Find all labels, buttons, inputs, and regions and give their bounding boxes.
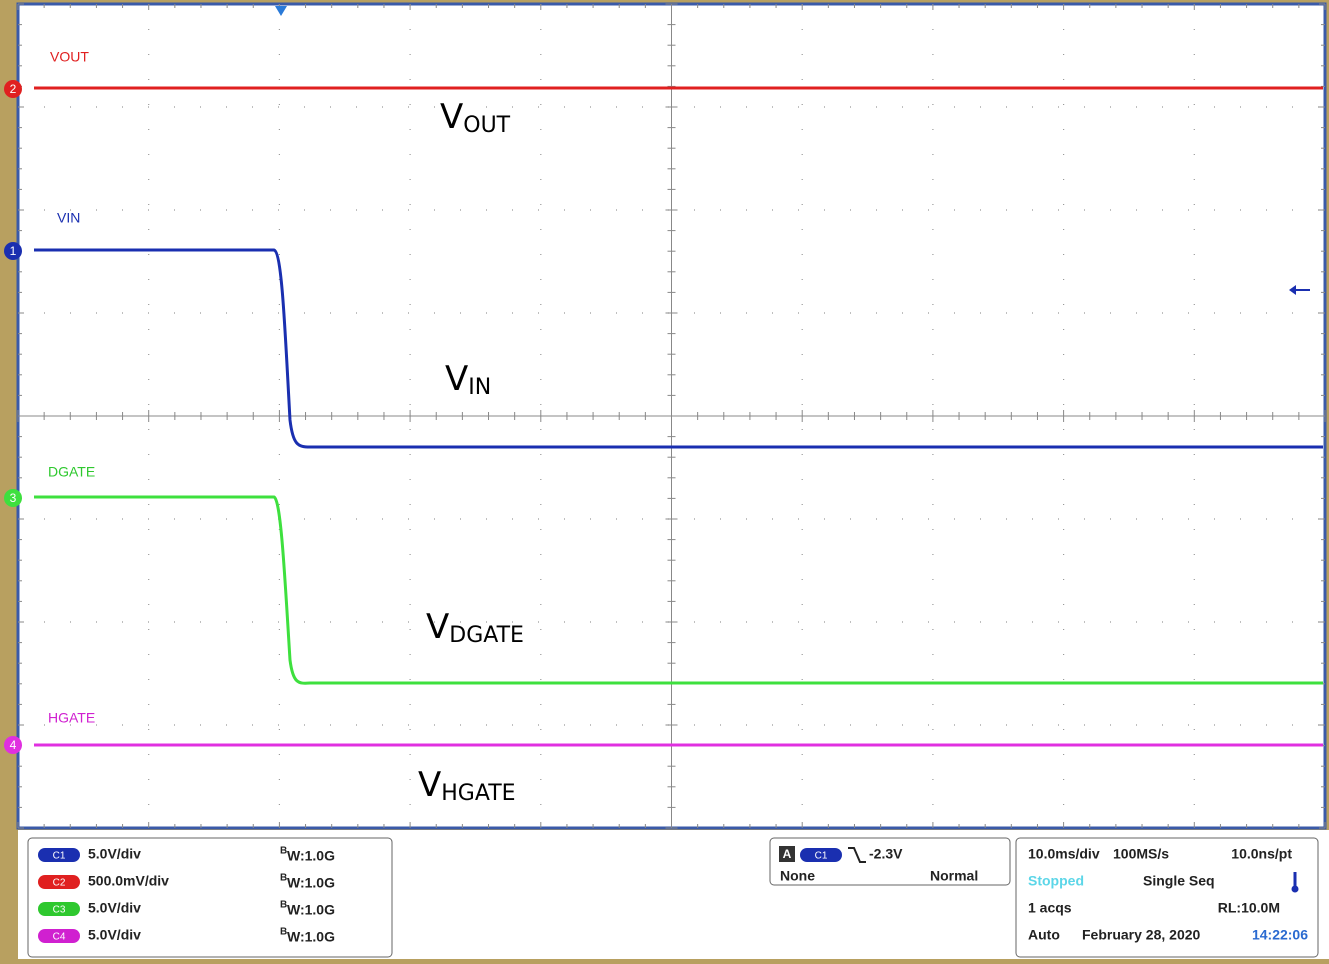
source-badge [800,848,842,862]
annotation-sub: DGATE [449,623,524,648]
trace-dgate [34,495,1323,685]
marker [4,489,22,507]
channel-scale: 5.0V/div [88,927,141,943]
channel-badge-text: C3 [53,905,66,916]
bandwidth-prefix: B [280,927,287,938]
trigger-level: -2.3V [869,846,903,862]
marker [4,242,22,260]
channel-box [27,837,393,958]
trigger-coupling: None [780,868,815,884]
marker [4,80,22,98]
time: 14:22:06 [1252,927,1308,943]
bandwidth-prefix: B [280,846,287,857]
grid [17,3,1326,829]
timebase-box [1015,837,1319,958]
bandwidth-prefix: B [280,873,287,884]
annotation: VDGATE [426,607,524,649]
trigger-type: Normal [930,868,978,884]
channel-badge [38,902,80,916]
channel-scale: 5.0V/div [88,846,141,862]
marker-label: 2 [10,82,17,96]
annotation-sub: OUT [463,113,510,138]
marker-label: 1 [10,244,17,258]
channel-badge [38,875,80,889]
trace-label: HGATE [48,710,95,726]
bandwidth: W:1.0G [287,875,335,891]
annotation-sub: IN [468,375,491,400]
sample-rate: 100MS/s [1113,846,1169,862]
channel-badge [38,848,80,862]
annotation: VHGATE [418,765,516,807]
acq-state: Stopped [1028,873,1084,889]
annotation-main: V [445,359,468,399]
channel-markers: 2 1 3 4 [4,80,22,754]
bandwidth: W:1.0G [287,902,335,918]
annotation-sub: HGATE [441,781,515,806]
record-length: RL:10.0M [1218,900,1280,916]
run-mode: Auto [1028,927,1060,943]
date: February 28, 2020 [1082,927,1201,943]
annotation-main: V [418,765,441,805]
annotation-main: V [426,607,449,647]
channel-badge-text: C1 [53,851,66,862]
annotation: VIN [445,359,491,401]
annotation: VOUT [440,97,511,139]
trace-vin [34,248,1323,449]
trace-label: DGATE [48,464,95,480]
source-badge-text: C1 [815,851,828,862]
annotation-main: V [440,97,463,137]
bandwidth: W:1.0G [287,929,335,945]
resolution: 10.0ns/pt [1231,846,1292,862]
channel-badge [38,929,80,943]
acqs: 1 acqs [1028,900,1072,916]
timebase-scale: 10.0ms/div [1028,846,1100,862]
marker-label: 3 [10,491,17,505]
channel-scale: 500.0mV/div [88,873,169,889]
trigger-badge-text: A [783,847,792,861]
trace-label: VOUT [50,49,89,65]
channel-badge-text: C4 [53,932,66,943]
trigger-level-arrow-head [1289,285,1296,295]
state-icon-dot [1291,885,1299,893]
marker-label: 4 [10,738,17,752]
bandwidth-prefix: B [280,900,287,911]
trigger-position [275,6,287,16]
slope-icon [848,847,866,863]
marker [4,736,22,754]
trigger-badge [779,846,795,862]
trace-label: VIN [57,210,80,226]
channel-scale: 5.0V/div [88,900,141,916]
bandwidth: W:1.0G [287,848,335,864]
acq-mode: Single Seq [1143,873,1215,889]
channel-badge-text: C2 [53,878,66,889]
